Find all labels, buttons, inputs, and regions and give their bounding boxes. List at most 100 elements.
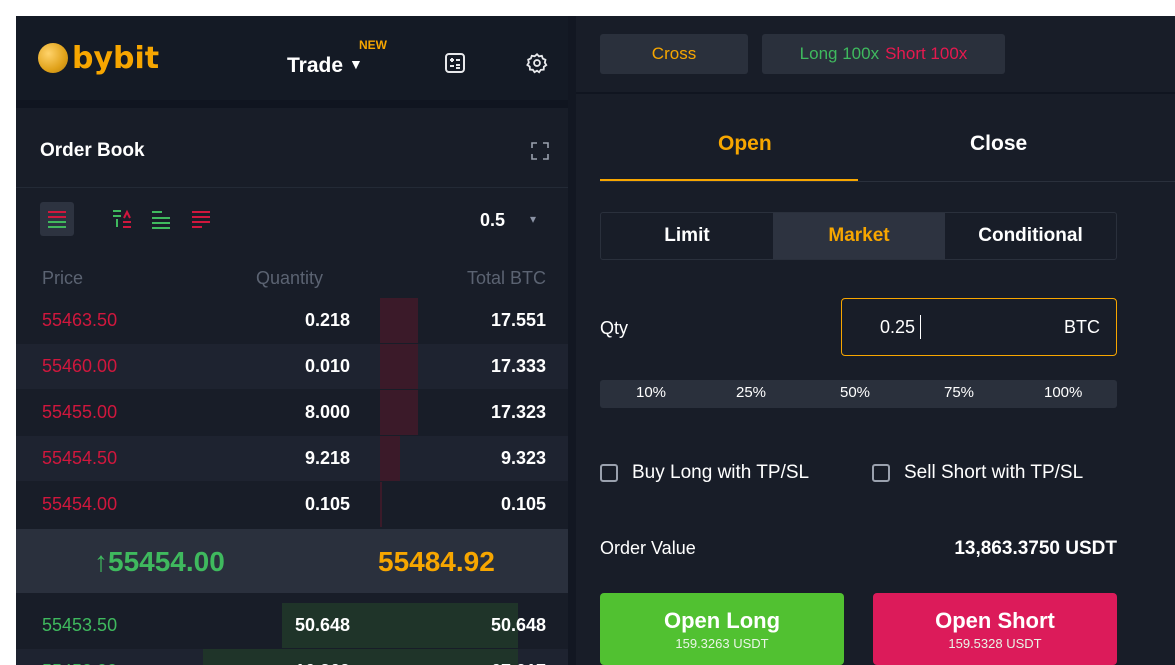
logo-text: bybit: [72, 40, 160, 76]
ask-row[interactable]: 55454.00 0.105 0.105: [16, 482, 568, 527]
calculator-icon[interactable]: [444, 52, 466, 74]
qty-value: 0.25: [880, 317, 916, 337]
tab-divider: [600, 181, 1175, 182]
depth-bar: [380, 298, 418, 343]
orderbook-view-toolbar: 0.5 ▾: [16, 188, 568, 252]
depth-bar: [380, 344, 418, 389]
open-short-cost: 159.5328 USDT: [948, 635, 1042, 651]
ask-qty: 0.105: [304, 494, 350, 514]
tpsl-short-option[interactable]: Sell Short with TP/SL: [872, 462, 1083, 484]
pct-75[interactable]: 75%: [944, 384, 975, 401]
ask-price: 55460.00: [42, 356, 118, 376]
bid-row[interactable]: 55452.00 16.369 67.017: [16, 649, 568, 665]
precision-select[interactable]: 0.5: [480, 210, 506, 230]
ask-total: 9.323: [500, 448, 546, 468]
open-long-title: Open Long: [663, 607, 781, 633]
order-type-limit[interactable]: Limit: [664, 225, 710, 246]
caret-down-icon: ▼: [349, 56, 363, 72]
tpsl-short-label: Sell Short with TP/SL: [904, 462, 1084, 483]
mark-price: 55484.92: [378, 546, 495, 577]
depth-bar: [380, 482, 382, 527]
logo-mark-icon: [38, 43, 68, 73]
tpsl-long-label: Buy Long with TP/SL: [632, 462, 810, 483]
pct-50[interactable]: 50%: [840, 384, 871, 401]
ask-qty: 8.000: [304, 402, 350, 422]
depth-bar: [203, 649, 518, 665]
bid-row[interactable]: 55453.50 50.648 50.648: [16, 603, 568, 648]
depth-bar: [282, 603, 518, 648]
trading-app: bybit NEW Trade ▼: [16, 16, 1175, 665]
ask-row[interactable]: 55463.50 0.218 17.551: [16, 298, 568, 343]
order-form: Cross Long 100x Short 100x Open Close Li…: [576, 16, 1175, 665]
bid-qty: 16.369: [295, 661, 350, 665]
expand-icon[interactable]: [529, 140, 551, 162]
ask-price: 55454.00: [42, 494, 118, 514]
order-value: 13,863.3750 USDT: [954, 538, 1117, 559]
ask-qty: 0.010: [304, 356, 350, 376]
pct-25[interactable]: 25%: [736, 384, 767, 401]
price-ticker: ↑55454.00 55484.92: [16, 529, 568, 593]
open-short-title: Open Short: [935, 607, 1055, 633]
ask-price: 55455.00: [42, 402, 118, 422]
open-long-button[interactable]: Open Long 159.3263 USDT: [600, 593, 844, 665]
col-price: Price: [42, 268, 84, 288]
trade-label: Trade: [287, 54, 344, 77]
order-type-market[interactable]: Market: [773, 213, 945, 259]
top-bar: bybit NEW Trade ▼: [16, 16, 568, 108]
ask-total: 17.323: [490, 402, 546, 422]
bid-total: 50.648: [490, 615, 546, 635]
trade-menu[interactable]: Trade ▼: [287, 54, 363, 78]
orderbook-both-icon[interactable]: [40, 202, 74, 236]
open-long-cost: 159.3263 USDT: [675, 635, 769, 651]
ask-total: 0.105: [500, 494, 546, 514]
ask-price: 55463.50: [42, 310, 118, 330]
orderbook-asks-icon[interactable]: [184, 202, 218, 236]
tpsl-short-checkbox[interactable]: [872, 464, 890, 482]
ask-total: 17.551: [490, 310, 546, 330]
col-total: Total BTC: [466, 268, 546, 288]
bid-price: 55452.00: [42, 661, 117, 665]
last-price: ↑55454.00: [94, 546, 225, 577]
ask-qty: 0.218: [304, 310, 350, 330]
tpsl-long-checkbox[interactable]: [600, 464, 618, 482]
ask-row[interactable]: 55455.00 8.000 17.323: [16, 390, 568, 435]
bybit-logo[interactable]: bybit: [38, 36, 159, 80]
left-panel: bybit NEW Trade ▼: [16, 16, 568, 665]
pct-10[interactable]: 10%: [636, 384, 667, 401]
gear-icon[interactable]: [526, 52, 548, 74]
ask-qty: 9.218: [304, 448, 350, 468]
leverage-short: Short 100x: [885, 44, 968, 63]
divider: [576, 92, 1175, 94]
leverage-button[interactable]: Long 100x Short 100x: [762, 34, 1005, 74]
orderbook-title: Order Book: [40, 140, 145, 161]
depth-bar: [380, 436, 400, 481]
col-quantity: Quantity: [256, 268, 324, 288]
chevron-down-icon[interactable]: ▾: [530, 212, 537, 226]
depth-bar: [380, 390, 418, 435]
orderbook-bids-icon[interactable]: [144, 202, 178, 236]
orderbook-sort-icon[interactable]: [104, 202, 138, 236]
qty-label: Qty: [600, 318, 629, 338]
ask-total: 17.333: [490, 356, 546, 376]
orderbook-header: Order Book: [16, 116, 568, 188]
tpsl-long-option[interactable]: Buy Long with TP/SL: [600, 462, 809, 484]
active-tab-indicator: [600, 179, 858, 181]
ask-row[interactable]: 55454.50 9.218 9.323: [16, 436, 568, 481]
tab-open[interactable]: Open: [718, 132, 772, 155]
ask-row[interactable]: 55460.00 0.010 17.333: [16, 344, 568, 389]
text-cursor: [920, 315, 921, 339]
bid-price: 55453.50: [42, 615, 118, 635]
open-short-button[interactable]: Open Short 159.5328 USDT: [873, 593, 1117, 665]
qty-percent-bar[interactable]: 10% 25% 50% 75% 100%: [600, 380, 1117, 408]
tab-close[interactable]: Close: [970, 132, 1028, 155]
pct-100[interactable]: 100%: [1044, 384, 1083, 401]
order-value-label: Order Value: [600, 538, 696, 558]
bid-qty: 50.648: [294, 615, 350, 635]
new-badge: NEW: [359, 38, 387, 52]
bid-total: 67.017: [491, 661, 546, 665]
order-type-selector: Limit Market Conditional: [600, 212, 1117, 260]
ask-price: 55454.50: [42, 448, 118, 468]
margin-mode-button[interactable]: Cross: [600, 34, 748, 74]
qty-input[interactable]: 0.25 BTC: [841, 298, 1117, 356]
order-type-conditional[interactable]: Conditional: [978, 225, 1083, 246]
